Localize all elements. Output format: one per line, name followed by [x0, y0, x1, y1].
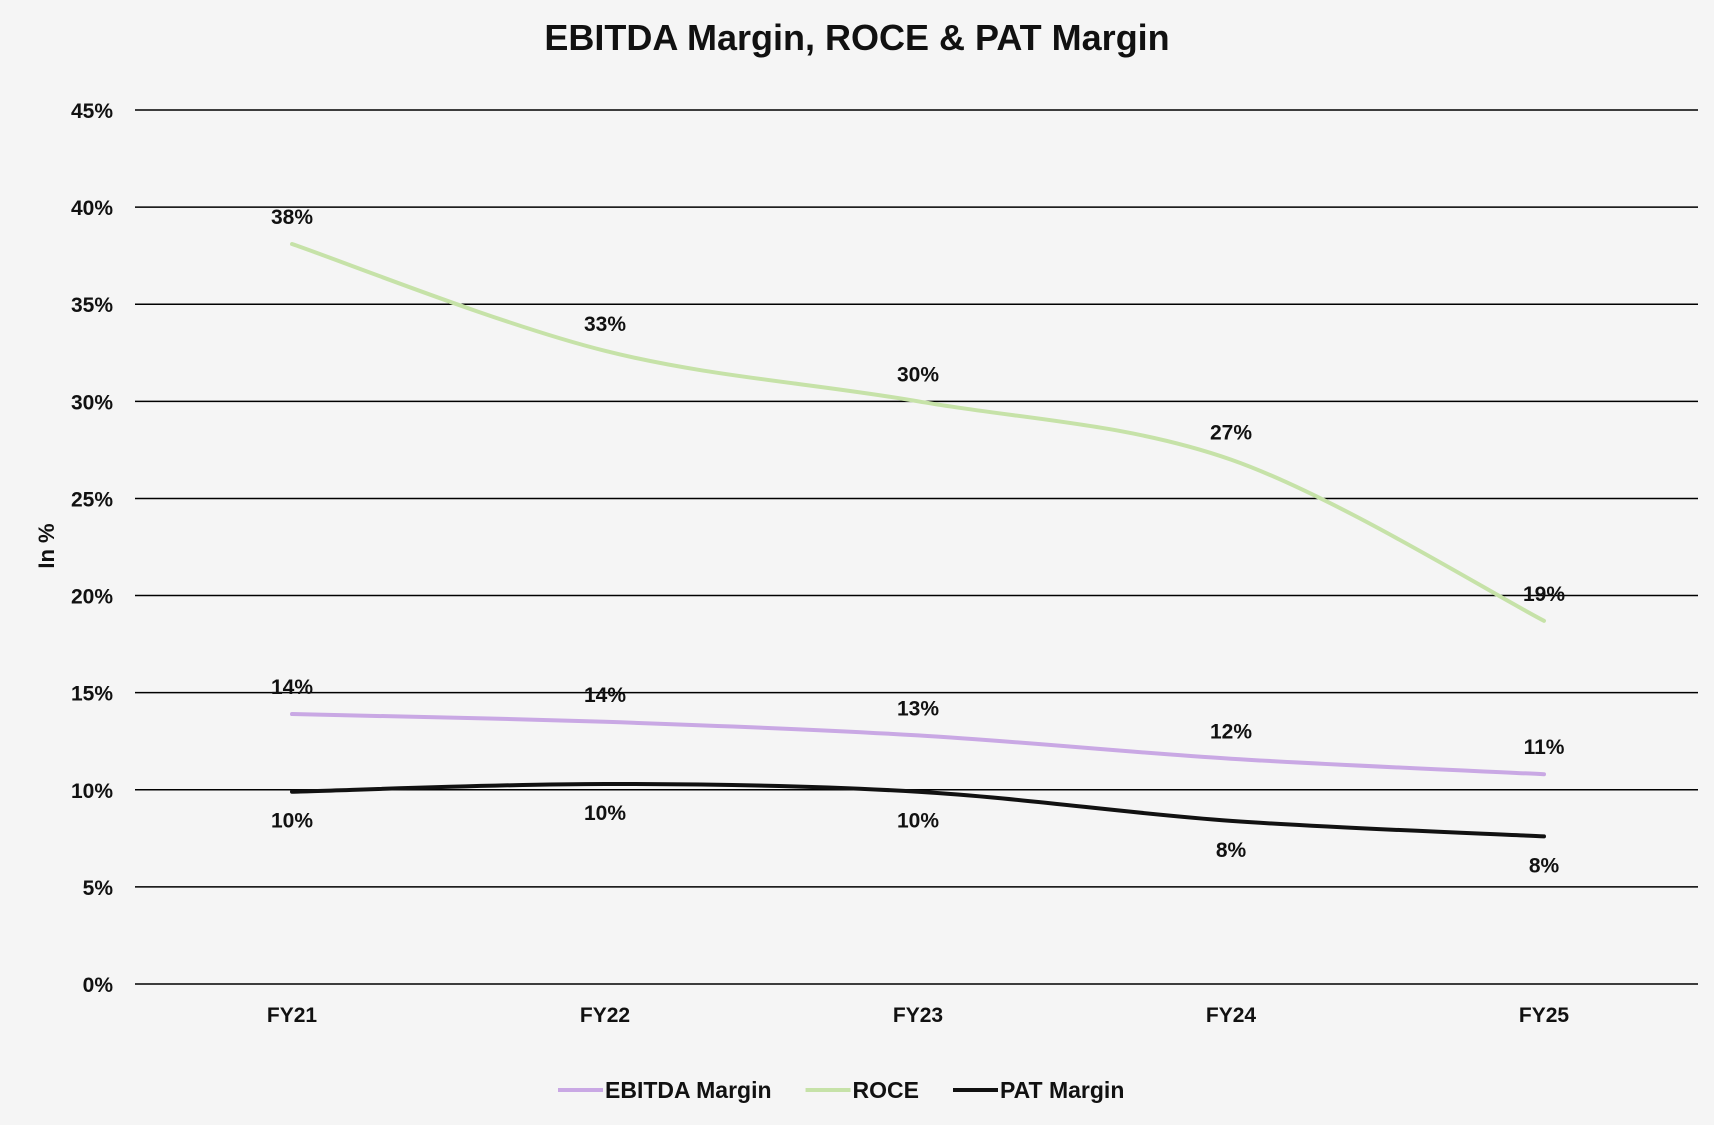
- series-line-roce: [290, 242, 1546, 623]
- legend-item-roce: ROCE: [853, 1077, 919, 1103]
- y-tick-label: 35%: [71, 294, 113, 317]
- x-axis-ticks: FY21 FY22 FY23 FY24 FY25: [267, 1004, 1570, 1027]
- x-tick-label: FY23: [893, 1004, 943, 1027]
- data-label-roce: 33%: [584, 313, 626, 336]
- x-tick-label: FY24: [1206, 1004, 1257, 1027]
- legend-item-ebitda-margin: EBITDA Margin: [605, 1077, 772, 1103]
- data-label-pat-margin: 8%: [1216, 839, 1247, 862]
- y-tick-label: 0%: [83, 974, 114, 997]
- y-tick-label: 15%: [71, 683, 113, 706]
- data-label-ebitda-margin: 13%: [897, 697, 939, 720]
- data-label-pat-margin: 10%: [584, 802, 626, 825]
- series-line-ebitda-margin: [290, 712, 1546, 777]
- x-tick-label: FY22: [580, 1004, 630, 1027]
- data-label-roce: 19%: [1523, 583, 1565, 606]
- series-lines: [290, 242, 1546, 839]
- series-line-pat-margin: [290, 781, 1546, 839]
- data-label-pat-margin: 8%: [1529, 854, 1560, 877]
- data-label-ebitda-margin: 11%: [1524, 736, 1565, 759]
- y-tick-label: 25%: [71, 488, 113, 511]
- y-axis-label: In %: [34, 523, 59, 568]
- data-label-ebitda-margin: 14%: [584, 684, 626, 707]
- data-label-ebitda-margin: 14%: [271, 676, 313, 699]
- data-label-pat-margin: 10%: [897, 810, 939, 833]
- y-tick-label: 10%: [71, 780, 113, 803]
- x-tick-label: FY21: [267, 1004, 318, 1027]
- data-label-pat-margin: 10%: [271, 810, 313, 833]
- data-label-roce: 30%: [897, 363, 939, 386]
- y-tick-label: 40%: [71, 197, 113, 220]
- x-tick-label: FY25: [1519, 1004, 1570, 1027]
- y-tick-label: 30%: [71, 391, 113, 414]
- y-axis-ticks: 0% 5% 10% 15% 20% 25% 30% 35% 40% 45%: [71, 100, 113, 997]
- y-tick-label: 45%: [71, 100, 113, 123]
- data-labels: 14% 14% 13% 12% 11% 38% 33% 30% 27% 19% 10% 10% 10% 8…: [271, 206, 1565, 877]
- legend-item-pat-margin: PAT Margin: [1000, 1077, 1124, 1103]
- data-label-ebitda-margin: 12%: [1210, 721, 1252, 744]
- y-tick-label: 5%: [83, 877, 114, 900]
- data-label-roce: 38%: [271, 206, 313, 229]
- gridlines: [135, 109, 1698, 985]
- data-label-roce: 27%: [1210, 422, 1252, 445]
- legend: EBITDA Margin ROCE PAT Margin: [558, 1077, 1124, 1103]
- chart-title: EBITDA Margin, ROCE & PAT Margin: [544, 17, 1169, 58]
- y-tick-label: 20%: [71, 586, 113, 609]
